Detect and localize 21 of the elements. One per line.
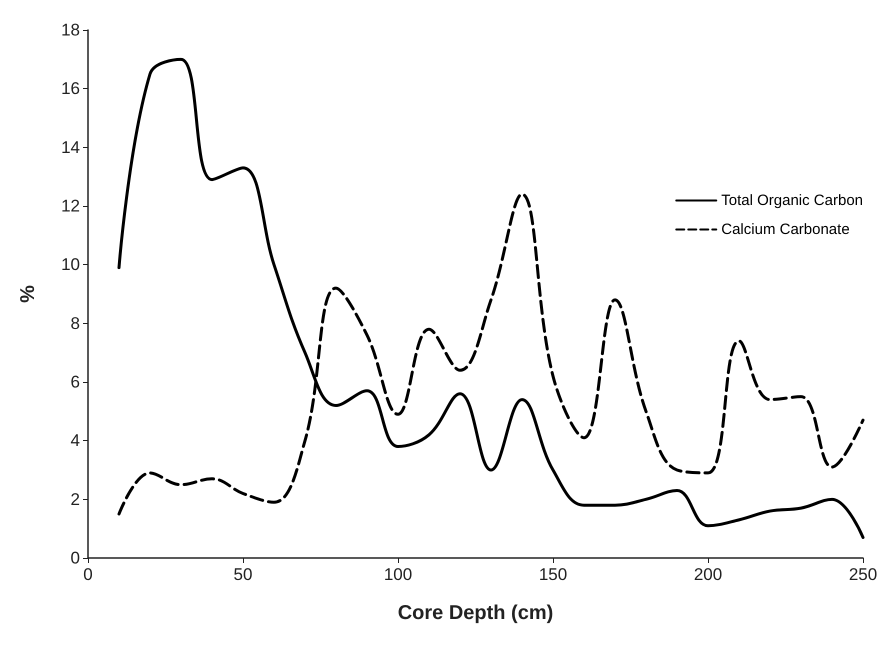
- line-series: [118, 58, 864, 539]
- legend-label: Calcium Carbonate: [721, 221, 850, 238]
- y-axis-title: %: [17, 284, 39, 303]
- x-tick-label: 250: [848, 565, 878, 584]
- x-tick-label: 0: [83, 565, 93, 584]
- x-axis-title: Core Depth (cm): [398, 602, 554, 624]
- y-tick-label: 10: [61, 255, 80, 274]
- y-tick-label: 8: [70, 314, 80, 333]
- x-tick-label: 150: [538, 565, 568, 584]
- y-tick-label: 4: [70, 431, 80, 450]
- legend-label: Total Organic Carbon: [721, 192, 864, 209]
- x-tick-label: 50: [234, 565, 252, 584]
- y-tick-label: 12: [61, 196, 80, 216]
- y-tick-label: 16: [61, 79, 80, 98]
- y-tick-label: 14: [61, 138, 80, 157]
- y-tick-label: 18: [61, 20, 80, 40]
- y-tick-label: 0: [70, 548, 80, 568]
- x-tick-label: 100: [384, 565, 412, 584]
- y-tick-label: 2: [70, 490, 80, 509]
- y-tick-label: 6: [70, 372, 80, 392]
- x-tick-label: 200: [694, 565, 722, 584]
